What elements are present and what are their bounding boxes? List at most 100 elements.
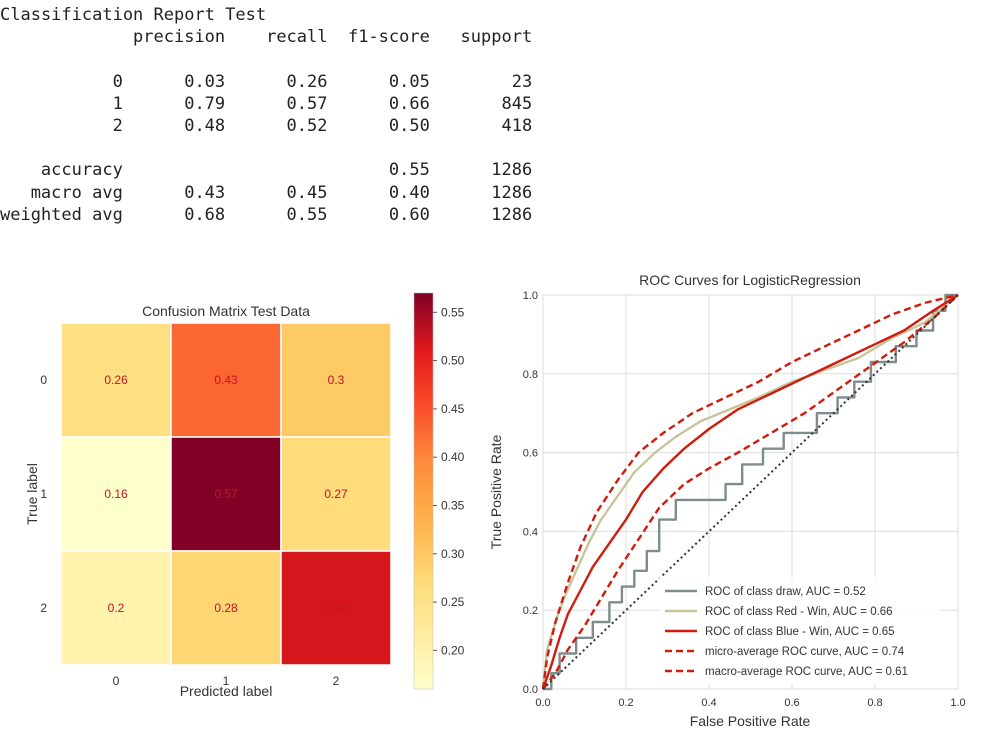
report-row-accuracy: accuracy 0.55 1286	[0, 159, 532, 181]
legend-entry: ROC of class Red - Win, AUC = 0.66	[705, 606, 893, 618]
row-value: 845	[501, 93, 533, 114]
report-row-class-2: 2 0.48 0.52 0.50 418	[0, 115, 533, 137]
roc-y-tick-label: 0.2	[523, 605, 538, 617]
heatmap-cell-label: 0.26	[104, 373, 128, 387]
heatmap-cell-label: 0.57	[214, 487, 238, 501]
heatmap-cell	[170, 322, 282, 438]
legend-entry: micro-average ROC curve, AUC = 0.74	[705, 646, 905, 658]
roc-series-micro-average-roc-curve	[541, 293, 959, 690]
row-value: 0.55	[388, 160, 430, 181]
roc-legend-box	[659, 577, 941, 685]
column-header: f1-score	[347, 27, 430, 48]
y-tick-label: 1	[40, 487, 47, 501]
roc-y-tick-label: 0.0	[523, 684, 538, 696]
row-value: 0.26	[286, 71, 328, 92]
roc-chance-line	[542, 294, 959, 690]
row-value: 0.03	[184, 71, 226, 92]
legend-entry: macro-average ROC curve, AUC = 0.61	[705, 666, 908, 678]
confusion-matrix-title: Confusion Matrix Test Data	[142, 303, 310, 319]
roc-x-tick-label: 1.0	[950, 697, 965, 709]
heatmap-cell-label: 0.28	[214, 601, 238, 615]
row-label: 2	[112, 115, 123, 136]
row-value: 1286	[491, 204, 533, 225]
roc-y-tick-labels: 0.0 0.2 0.4 0.6 0.8 1.0	[523, 290, 538, 696]
y-tick-labels: 0 1 2	[40, 373, 47, 615]
row-value: 0.50	[388, 115, 430, 136]
row-value: 0.60	[388, 204, 430, 225]
column-header: recall	[266, 27, 328, 48]
heatmap-cell-label: 0.52	[324, 601, 348, 615]
roc-series-roc-of-class-draw	[543, 293, 958, 691]
row-value: 1286	[491, 182, 533, 203]
heatmap-cell-label: 0.3	[328, 373, 345, 387]
row-value: 0.05	[388, 71, 430, 92]
roc-grid	[542, 294, 959, 690]
heatmap-cell-label: 0.16	[104, 487, 128, 501]
colorbar-ticks: 0.20 0.25 0.30 0.35 0.40 0.45 0.50 0.55	[433, 305, 465, 657]
heatmap-cell-label: 0.27	[324, 487, 348, 501]
row-value: 23	[511, 71, 533, 92]
row-value: 0.55	[286, 204, 328, 225]
row-label: 1	[112, 93, 123, 114]
colorbar	[413, 292, 434, 690]
roc-series	[541, 293, 959, 691]
heatmap-cell	[60, 550, 172, 666]
colorbar-tick-label: 0.30	[441, 547, 465, 561]
roc-y-tick-label: 0.8	[523, 369, 538, 381]
report-row-class-1: 1 0.79 0.57 0.66 845	[0, 93, 533, 115]
report-row-class-0: 0 0.03 0.26 0.05 23	[0, 71, 533, 93]
heatmap-cell	[60, 322, 172, 438]
row-value: 0.66	[388, 93, 430, 114]
x-tick-label: 1	[223, 674, 230, 688]
row-label: macro avg	[30, 182, 123, 203]
x-tick-labels: 0 1 2	[113, 674, 340, 688]
x-tick-label: 2	[333, 674, 340, 688]
roc-series-macro-average-roc-curve	[542, 294, 959, 690]
roc-x-axis-label: False Positive Rate	[690, 713, 811, 729]
report-header-row: precision recall f1-score support	[0, 26, 532, 48]
heatmap-cell-labels: 0.26 0.43 0.3 0.16 0.57 0.27 0.2 0.28 0.52	[104, 373, 348, 615]
colorbar-tick-label: 0.55	[441, 305, 465, 319]
roc-x-tick-labels: 0.0 0.2 0.4 0.6 0.8 1.0	[535, 697, 965, 709]
row-value: 0.79	[184, 93, 226, 114]
heatmap-cell	[280, 322, 392, 438]
row-value: 418	[501, 115, 533, 136]
roc-title: ROC Curves for LogisticRegression	[639, 272, 861, 288]
report-row-weighted-avg: weighted avg 0.68 0.55 0.60 1286	[0, 204, 532, 226]
row-label: accuracy	[40, 160, 123, 181]
row-label: weighted avg	[0, 204, 123, 225]
heatmap-cell	[60, 436, 172, 552]
roc-x-tick-label: 0.6	[784, 697, 799, 709]
roc-x-tick-label: 0.4	[701, 697, 716, 709]
roc-x-tick-label: 0.8	[867, 697, 882, 709]
roc-y-tick-label: 0.6	[523, 448, 538, 460]
legend-entry: ROC of class Blue - Win, AUC = 0.65	[705, 626, 895, 638]
colorbar-tick-label: 0.20	[441, 643, 465, 657]
row-value: 0.40	[388, 182, 430, 203]
row-value: 0.57	[286, 93, 328, 114]
confusion-matrix-chart: Confusion Matrix Test Data 0.26 0.43 0.3 0.…	[24, 292, 465, 699]
row-value: 0.52	[286, 115, 328, 136]
heatmap-cell-label: 0.43	[214, 373, 238, 387]
heatmap-cell	[280, 550, 392, 666]
heatmap-cell	[170, 550, 282, 666]
roc-y-axis-label: True Positive Rate	[488, 434, 504, 549]
roc-x-tick-label: 0.0	[535, 697, 550, 709]
heatmap-cells	[60, 322, 392, 666]
report-row-macro-avg: macro avg 0.43 0.45 0.40 1286	[0, 182, 533, 204]
y-tick-label: 2	[40, 601, 47, 615]
x-axis-label: Predicted label	[180, 683, 273, 699]
colorbar-tick-label: 0.25	[441, 595, 465, 609]
row-value: 1286	[491, 160, 533, 181]
roc-y-tick-label: 1.0	[523, 290, 538, 302]
column-header: support	[460, 27, 533, 48]
classification-report: Classification Report Test precision recal…	[0, 4, 532, 226]
colorbar-tick-label: 0.50	[441, 354, 465, 368]
row-value: 0.45	[286, 182, 328, 203]
colorbar-tick-label: 0.35	[441, 498, 465, 512]
roc-x-tick-label: 0.2	[618, 697, 633, 709]
row-value: 0.68	[184, 204, 226, 225]
y-axis-label: True label	[24, 463, 40, 525]
y-tick-label: 0	[40, 373, 47, 387]
report-title: Classification Report Test	[0, 5, 267, 25]
